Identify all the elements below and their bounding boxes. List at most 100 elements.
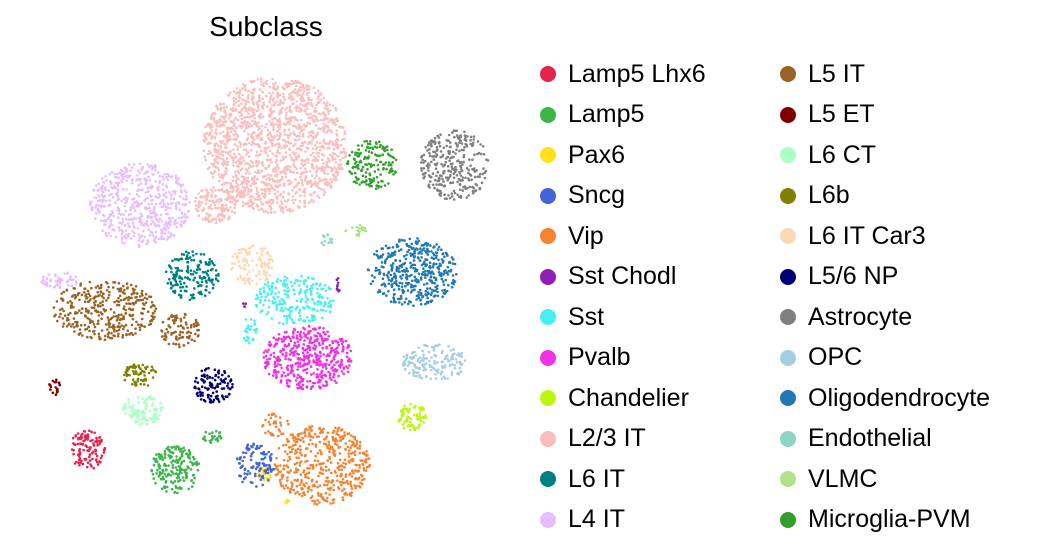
scatter-point — [143, 374, 146, 377]
scatter-point — [229, 387, 232, 391]
scatter-point — [123, 288, 126, 292]
scatter-point — [94, 286, 98, 289]
scatter-point — [340, 370, 344, 373]
scatter-point — [407, 423, 411, 427]
scatter-point — [288, 451, 292, 454]
scatter-point — [140, 234, 144, 238]
scatter-point — [236, 118, 240, 122]
scatter-point — [161, 175, 165, 178]
scatter-point — [173, 316, 177, 319]
scatter-point — [77, 461, 80, 465]
scatter-point — [233, 143, 237, 146]
scatter-point — [230, 210, 234, 213]
scatter-point — [219, 147, 222, 151]
scatter-point — [300, 94, 303, 98]
scatter-point — [279, 309, 283, 312]
scatter-point — [179, 286, 182, 289]
scatter-point — [219, 145, 223, 148]
scatter-point — [192, 296, 196, 300]
scatter-point — [214, 218, 218, 221]
scatter-point — [335, 474, 339, 478]
scatter-point — [186, 454, 190, 457]
scatter-point — [165, 224, 169, 228]
scatter-point — [204, 386, 207, 390]
scatter-point — [199, 253, 203, 256]
scatter-point — [125, 374, 129, 378]
scatter-point — [127, 401, 130, 404]
scatter-point — [42, 275, 45, 279]
scatter-point — [296, 376, 299, 380]
scatter-point — [325, 180, 329, 184]
scatter-point — [341, 340, 345, 344]
scatter-point — [182, 221, 186, 225]
scatter-point — [246, 277, 250, 281]
scatter-point — [234, 179, 237, 183]
scatter-point — [170, 193, 173, 196]
scatter-point — [261, 423, 265, 427]
scatter-point — [143, 296, 147, 300]
scatter-point — [268, 120, 271, 123]
scatter-point — [163, 452, 167, 455]
scatter-point — [288, 165, 292, 169]
scatter-point — [297, 89, 300, 93]
scatter-point — [173, 491, 176, 494]
scatter-point — [279, 363, 283, 367]
scatter-point — [97, 204, 101, 207]
scatter-point — [123, 175, 126, 178]
scatter-point — [253, 87, 256, 91]
scatter-point — [40, 281, 44, 284]
scatter-point — [317, 494, 320, 497]
scatter-point — [272, 84, 276, 88]
scatter-point — [212, 217, 215, 221]
scatter-point — [170, 455, 173, 459]
scatter-point — [255, 204, 258, 208]
scatter-point — [273, 297, 277, 301]
scatter-point — [367, 457, 371, 460]
scatter-point — [198, 200, 201, 203]
scatter-point — [241, 201, 245, 204]
scatter-point — [173, 318, 177, 322]
scatter-point — [318, 363, 322, 367]
scatter-point — [189, 460, 192, 464]
scatter-point — [269, 457, 273, 460]
scatter-point — [79, 442, 82, 445]
scatter-point — [336, 479, 339, 482]
scatter-point — [244, 202, 247, 206]
scatter-point — [316, 491, 320, 495]
scatter-point — [300, 141, 304, 144]
scatter-point — [285, 354, 288, 357]
scatter-point — [146, 190, 150, 193]
scatter-point — [105, 299, 108, 302]
scatter-point — [270, 290, 274, 293]
scatter-point — [324, 113, 327, 117]
scatter-point — [61, 325, 65, 328]
scatter-point — [170, 461, 173, 464]
scatter-point — [184, 250, 188, 254]
scatter-point — [311, 118, 315, 121]
scatter-point — [217, 169, 220, 172]
scatter-point — [248, 252, 251, 256]
scatter-point — [140, 214, 144, 218]
scatter-point — [179, 319, 183, 323]
scatter-point — [146, 196, 149, 200]
scatter-point — [310, 116, 313, 119]
scatter-point — [283, 337, 286, 341]
scatter-point — [157, 237, 160, 241]
scatter-point — [242, 178, 246, 181]
scatter-point — [179, 449, 182, 453]
scatter-point — [262, 84, 266, 88]
scatter-point — [120, 232, 123, 236]
scatter-point — [322, 178, 325, 182]
scatter-point — [122, 408, 125, 411]
scatter-point — [335, 439, 339, 442]
scatter-point — [310, 286, 314, 290]
scatter-point — [250, 325, 253, 328]
scatter-point — [298, 464, 302, 467]
scatter-point — [103, 334, 107, 338]
scatter-point — [288, 207, 292, 211]
scatter-point — [110, 209, 114, 213]
scatter-point — [211, 400, 215, 404]
scatter-point — [267, 348, 270, 352]
scatter-point — [234, 252, 237, 256]
scatter-point — [177, 201, 180, 205]
